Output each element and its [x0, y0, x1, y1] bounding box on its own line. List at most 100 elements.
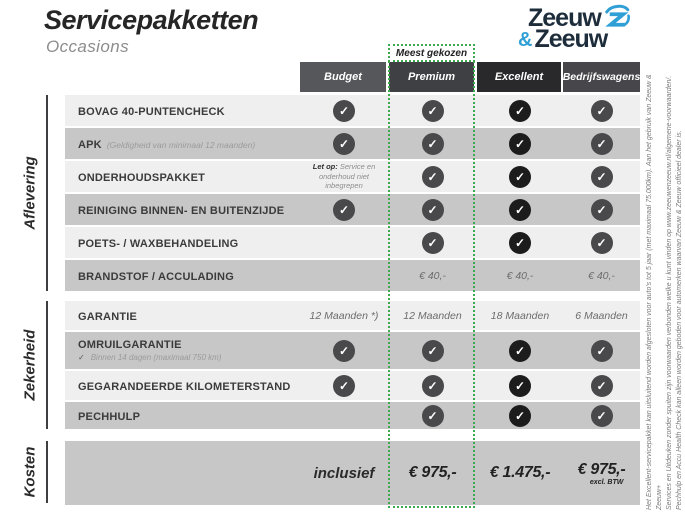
check-icon: ✓ [509, 132, 531, 155]
cell-budget-price: inclusief [300, 441, 388, 505]
cell-value: 12 Maanden [403, 309, 462, 322]
cell-budget [300, 402, 388, 429]
cell-value: € 40,- [506, 269, 534, 282]
cell-bedrijfswagens: ✓ [563, 128, 640, 159]
check-icon: ✓ [509, 165, 531, 188]
logo-text-bottom: Zeeuw [534, 25, 608, 53]
cell-premium: ✓ [388, 161, 477, 192]
section-title: Zekerheid [21, 329, 39, 401]
row-label: ONDERHOUDSPAKKET [78, 171, 206, 184]
check-icon: ✓ [333, 132, 355, 155]
fine-print-line: Pechhulp en Accu Health Check kan alleen… [676, 130, 684, 510]
cell-bedrijfswagens: ✓ [563, 332, 640, 369]
check-icon: ✓ [590, 99, 613, 122]
section-label-zekerheid: Zekerheid [0, 301, 65, 429]
check-icon: ✓ [421, 165, 444, 188]
fine-print-line: Services en Uitdeuken zonder spuiten zij… [666, 75, 674, 510]
table-row-kilometerstand: GEGARANDEERDE KILOMETERSTAND ✓ ✓ ✓ ✓ [65, 371, 640, 400]
cell-label [65, 441, 300, 505]
check-icon: ✓ [590, 404, 613, 427]
cell-excellent: 18 Maanden [477, 301, 563, 330]
row-sublabel: (Geldigheid van minimaal 12 maanden) [106, 139, 256, 150]
check-icon: ✓ [509, 374, 531, 397]
section-aflevering: Aflevering BOVAG 40-PUNTENCHECK ✓ ✓ ✓ ✓ … [0, 95, 645, 293]
section-zekerheid: Zekerheid GARANTIE 12 Maanden *) 12 Maan… [0, 301, 645, 431]
table-row-brandstof: BRANDSTOF / ACCULADING € 40,- € 40,- € 4… [65, 260, 640, 291]
price-with-note: € 975,- excl. BTW [578, 461, 626, 486]
check-icon: ✓ [509, 339, 531, 362]
subline-text: Binnen 14 dagen (maximaal 750 km) [90, 353, 222, 362]
row-label: REINIGING BINNEN- EN BUITENZIJDE [78, 204, 285, 217]
cell-premium: € 40,- [388, 260, 477, 291]
cell-bedrijfswagens: 6 Maanden [563, 301, 640, 330]
table-row-omruilgarantie: OMRUILGARANTIE ✓ Binnen 14 dagen (maxima… [65, 332, 640, 369]
section-divider-line [46, 441, 48, 503]
row-label: PECHHULP [78, 410, 141, 423]
check-icon: ✓ [421, 404, 444, 427]
check-icon: ✓ [590, 165, 613, 188]
column-header-premium: Premium [389, 62, 474, 92]
check-icon: ✓ [421, 99, 444, 122]
fine-print: Het Excellent-servicepakket kan uitsluit… [645, 60, 685, 510]
most-chosen-badge: Meest gekozen [388, 44, 475, 62]
zeeuw-zeeuw-logo: Zeeuw & Zeeuw [518, 4, 630, 53]
cell-value: € 40,- [419, 269, 446, 282]
cell-premium: 12 Maanden [388, 301, 477, 330]
cell-value: € 40,- [588, 269, 615, 282]
row-subline: ✓ Binnen 14 dagen (maximaal 750 km) [78, 353, 300, 362]
cell-budget: ✓ [300, 371, 388, 400]
packages-table: Aflevering BOVAG 40-PUNTENCHECK ✓ ✓ ✓ ✓ … [0, 95, 645, 505]
row-label: OMRUILGARANTIE [78, 339, 182, 351]
cell-bedrijfswagens: ✓ [563, 161, 640, 192]
budget-price: inclusief [313, 464, 375, 482]
section-title: Kosten [21, 446, 39, 498]
cell-excellent: ✓ [477, 95, 563, 126]
column-header-excellent: Excellent [477, 62, 561, 92]
check-icon: ✓ [590, 374, 613, 397]
budget-note: Let op: Service en onderhoud niet inbegr… [300, 162, 388, 190]
cell-premium: ✓ [388, 95, 477, 126]
table-row-apk: APK (Geldigheid van minimaal 12 maanden) … [65, 128, 640, 159]
section-title: Aflevering [21, 156, 39, 230]
table-row-pechhulp: PECHHULP ✓ ✓ ✓ [65, 402, 640, 429]
cell-premium: ✓ [388, 332, 477, 369]
cell-budget: ✓ [300, 194, 388, 225]
section-divider-line [46, 95, 48, 291]
section-label-aflevering: Aflevering [0, 95, 65, 291]
row-label: GARANTIE [78, 310, 138, 323]
check-icon: ✓ [333, 99, 355, 122]
cell-bedrijfswagens: ✓ [563, 194, 640, 225]
cell-excellent: ✓ [477, 371, 563, 400]
page-subtitle: Occasions [46, 37, 129, 56]
excellent-price: € 1.475,- [489, 464, 551, 481]
check-icon: ✓ [421, 339, 444, 362]
table-row-garantie: GARANTIE 12 Maanden *) 12 Maanden 18 Maa… [65, 301, 640, 330]
note-text: Service en onderhoud niet inbegrepen [318, 162, 376, 191]
kosten-price-band: inclusief € 975,- € 1.475,- € 975,- excl… [65, 441, 640, 505]
table-row-bovag: BOVAG 40-PUNTENCHECK ✓ ✓ ✓ ✓ [65, 95, 640, 126]
check-icon: ✓ [421, 198, 444, 221]
cell-value: 18 Maanden [490, 309, 550, 322]
cell-premium: ✓ [388, 227, 477, 258]
cell-bedrijfswagens: € 40,- [563, 260, 640, 291]
logo-ampersand: & [518, 29, 533, 51]
check-icon: ✓ [333, 339, 355, 362]
check-icon: ✓ [590, 339, 613, 362]
row-label: GEGARANDEERDE KILOMETERSTAND [78, 380, 291, 393]
cell-bedrijfswagens: ✓ [563, 227, 640, 258]
cell-excellent: ✓ [477, 332, 563, 369]
row-label: BOVAG 40-PUNTENCHECK [78, 105, 225, 118]
check-icon: ✓ [509, 198, 531, 221]
cell-value: 6 Maanden [575, 309, 628, 322]
cell-bedrijfswagens-price: € 975,- excl. BTW [563, 441, 640, 505]
cell-bedrijfswagens: ✓ [563, 371, 640, 400]
cell-budget: ✓ [300, 128, 388, 159]
cell-budget: ✓ [300, 332, 388, 369]
check-icon: ✓ [421, 231, 444, 254]
btw-note: excl. BTW [589, 478, 624, 486]
section-divider-line [46, 301, 48, 429]
check-icon: ✓ [333, 374, 355, 397]
cell-premium-price: € 975,- [388, 441, 477, 505]
fine-print-line: Het Excellent-servicepakket kan uitsluit… [646, 74, 664, 510]
